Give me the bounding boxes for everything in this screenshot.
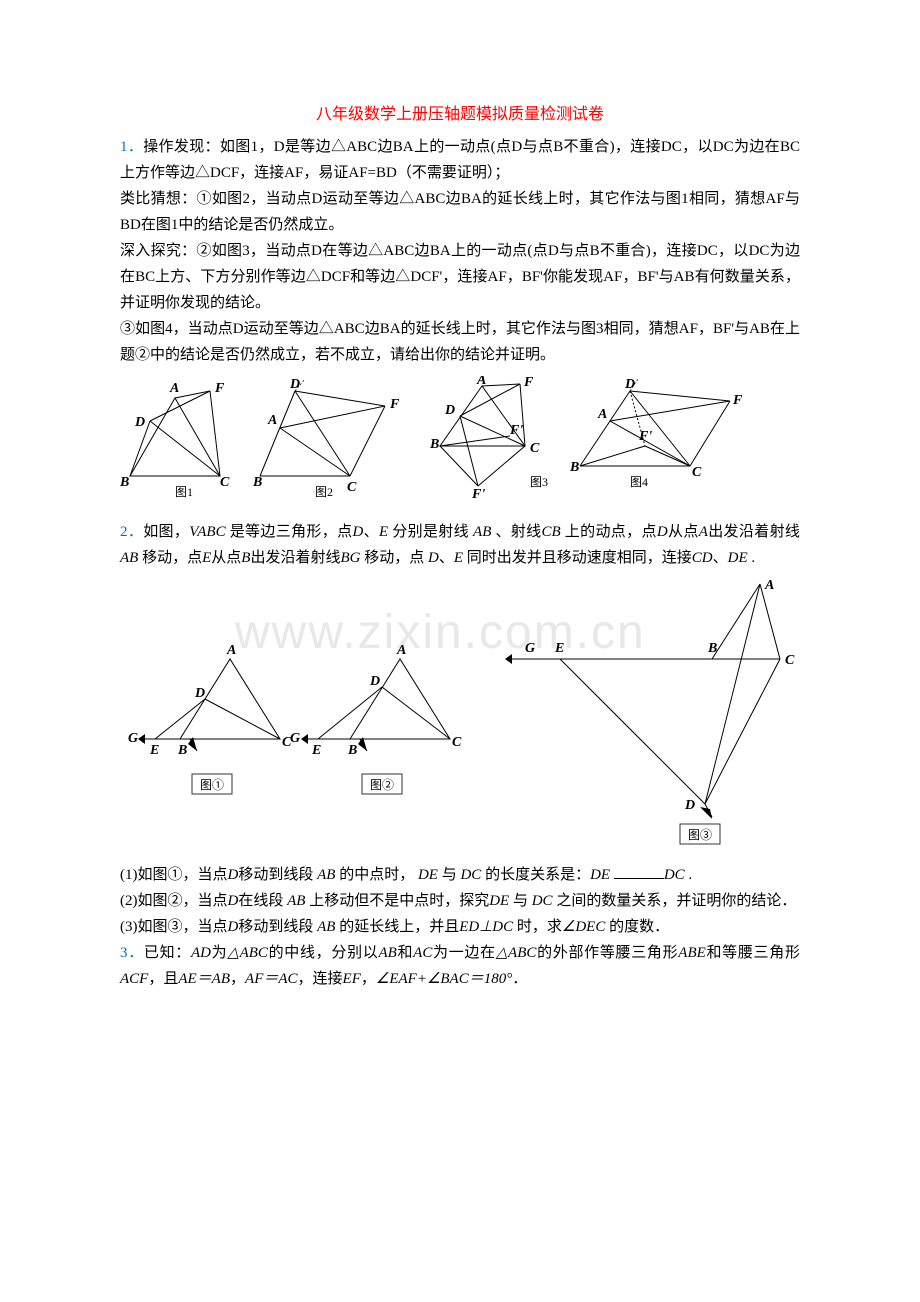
svg-text:图③: 图③ <box>688 828 712 842</box>
svg-text:D: D <box>194 686 205 701</box>
svg-text:D: D <box>134 415 145 430</box>
svg-text:图4: 图4 <box>630 475 648 489</box>
svg-text:E: E <box>554 641 564 656</box>
q2-sub3: (3)如图③，当点D移动到线段 AB 的延长线上，并且ED⊥DC 时，求∠DEC… <box>120 914 800 940</box>
svg-text:C: C <box>692 465 702 480</box>
svg-text:G: G <box>290 731 300 746</box>
svg-text:F': F' <box>638 429 652 444</box>
svg-text:C: C <box>220 475 230 490</box>
svg-text:图2: 图2 <box>315 485 333 499</box>
svg-text:D: D <box>624 377 635 392</box>
svg-text:图①: 图① <box>200 778 224 792</box>
svg-text:A: A <box>764 579 774 593</box>
svg-text:A: A <box>267 413 277 428</box>
svg-text:G: G <box>525 641 535 656</box>
svg-text:A: A <box>226 643 236 658</box>
svg-text:F: F <box>523 376 534 390</box>
q3-p1: 3．已知：AD为△ABC的中线，分别以AB和AC为一边在△ABC的外部作等腰三角… <box>120 940 800 992</box>
svg-text:B: B <box>347 743 357 758</box>
svg-text:E: E <box>149 743 159 758</box>
q2-figures: A D G E B C 图① <box>120 579 800 854</box>
svg-text:D: D <box>684 798 695 813</box>
svg-text:B: B <box>252 475 262 490</box>
svg-text:C: C <box>452 735 462 750</box>
svg-text:图3: 图3 <box>530 475 548 489</box>
q2-sub2: (2)如图②，当点D在线段 AB 上移动但不是中点时，探究DE 与 DC 之间的… <box>120 888 800 914</box>
svg-text:A: A <box>169 381 179 396</box>
svg-text:E: E <box>311 743 321 758</box>
q1-p2: 类比猜想：①如图2，当动点D运动至等边△ABC边BA的延长线上时，其它作法与图1… <box>120 186 800 238</box>
svg-text:A: A <box>396 643 406 658</box>
svg-text:D: D <box>444 403 455 418</box>
svg-text:D: D <box>369 674 380 689</box>
svg-text:图②: 图② <box>370 778 394 792</box>
svg-text:F: F <box>732 393 743 408</box>
svg-text:F: F <box>214 381 225 396</box>
svg-text:B: B <box>569 460 579 475</box>
doc-title: 八年级数学上册压轴题模拟质量检测试卷 <box>120 100 800 124</box>
q1-p3: 深入探究：②如图3，当动点D在等边△ABC边BA上的一动点(点D与点B不重合)，… <box>120 238 800 316</box>
svg-text:F': F' <box>471 487 485 502</box>
svg-text:F': F' <box>509 423 523 438</box>
svg-text:D: D <box>289 377 300 392</box>
svg-text:G: G <box>128 731 138 746</box>
svg-text:C: C <box>530 441 540 456</box>
svg-text:图1: 图1 <box>175 485 193 499</box>
q1-p1: 1．操作发现：如图1，D是等边△ABC边BA上的一动点(点D与点B不重合)，连接… <box>120 134 800 186</box>
svg-text:F: F <box>389 397 400 412</box>
q1-number: 1． <box>120 139 143 155</box>
svg-text:B: B <box>429 437 439 452</box>
q1-figures: A F D B C 图1 D <box>120 376 800 511</box>
svg-text:C: C <box>785 653 795 668</box>
svg-text:A: A <box>597 407 607 422</box>
svg-text:A: A <box>476 376 486 388</box>
svg-text:C: C <box>347 480 357 495</box>
svg-text:B: B <box>120 475 129 490</box>
q2-number: 2． <box>120 524 143 540</box>
q2-sub1: (1)如图①，当点D移动到线段 AB 的中点时， DE 与 DC 的长度关系是：… <box>120 862 800 888</box>
q1-p4: ③如图4，当动点D运动至等边△ABC边BA的延长线上时，其它作法与图3相同，猜想… <box>120 316 800 368</box>
q2-p1: 2．如图，VABC 是等边三角形，点D、E 分别是射线 AB 、射线CB 上的动… <box>120 519 800 571</box>
q3-number: 3． <box>120 945 144 961</box>
svg-text:B: B <box>177 743 187 758</box>
svg-text:B: B <box>707 641 717 656</box>
